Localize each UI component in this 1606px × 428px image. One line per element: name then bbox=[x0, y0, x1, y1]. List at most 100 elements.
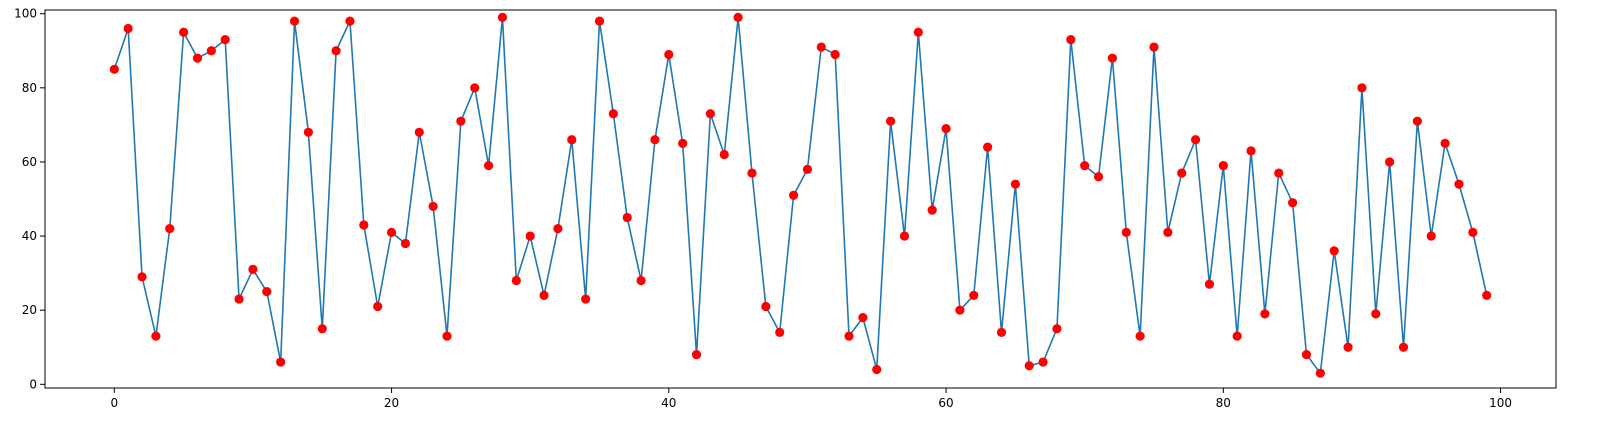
data-point bbox=[553, 224, 563, 234]
y-tick-label: 40 bbox=[22, 229, 37, 243]
data-point bbox=[1274, 168, 1284, 178]
data-point bbox=[456, 116, 466, 126]
data-point bbox=[484, 161, 494, 171]
data-point bbox=[1398, 342, 1409, 352]
data-point bbox=[594, 16, 605, 26]
data-point bbox=[1190, 135, 1201, 145]
data-point bbox=[1107, 53, 1117, 63]
data-point bbox=[1218, 161, 1228, 171]
data-point bbox=[345, 16, 355, 26]
data-point bbox=[206, 46, 216, 56]
data-point bbox=[969, 290, 979, 300]
axes-frame bbox=[44, 9, 1557, 389]
data-point bbox=[983, 142, 993, 152]
data-point bbox=[1357, 83, 1367, 93]
data-point bbox=[262, 287, 272, 297]
data-point bbox=[1080, 161, 1090, 171]
data-point bbox=[1204, 279, 1215, 289]
data-point bbox=[1010, 179, 1020, 189]
data-point bbox=[581, 294, 591, 304]
data-point bbox=[511, 275, 521, 286]
y-tick-label: 60 bbox=[22, 155, 37, 169]
data-point bbox=[844, 331, 854, 341]
data-point bbox=[151, 331, 161, 341]
data-point bbox=[317, 324, 327, 334]
data-point bbox=[1412, 116, 1422, 126]
data-point bbox=[886, 116, 896, 126]
data-point bbox=[761, 301, 771, 312]
y-tick-label: 20 bbox=[22, 303, 37, 317]
data-point bbox=[373, 301, 383, 312]
data-point bbox=[996, 327, 1007, 338]
data-point bbox=[1246, 146, 1256, 156]
data-point bbox=[1343, 342, 1353, 352]
data-point bbox=[733, 12, 743, 23]
data-point bbox=[470, 83, 480, 93]
y-tick-label: 0 bbox=[29, 377, 37, 391]
data-point bbox=[747, 168, 757, 178]
data-point bbox=[525, 231, 535, 241]
data-point bbox=[331, 46, 341, 56]
data-point bbox=[539, 290, 549, 300]
data-point bbox=[664, 49, 674, 60]
data-point bbox=[830, 49, 840, 60]
data-point bbox=[1135, 331, 1145, 341]
data-point bbox=[400, 238, 411, 249]
data-point bbox=[276, 357, 286, 367]
data-point bbox=[788, 190, 799, 200]
data-point bbox=[1385, 157, 1395, 167]
data-point bbox=[1371, 309, 1381, 319]
data-point bbox=[1329, 246, 1339, 256]
data-point bbox=[289, 16, 300, 26]
data-point bbox=[678, 138, 688, 149]
data-point bbox=[802, 164, 813, 174]
data-point bbox=[1038, 357, 1048, 367]
x-tick-label: 60 bbox=[938, 396, 953, 410]
data-point bbox=[179, 27, 189, 37]
y-tick-label: 80 bbox=[22, 81, 37, 95]
axes: 0 20 40 60 80 100 0 20 40 60 80 100 bbox=[14, 7, 1557, 410]
data-point bbox=[775, 327, 785, 338]
data-point bbox=[1468, 227, 1478, 237]
data-point bbox=[1454, 179, 1464, 189]
data-point bbox=[1121, 227, 1131, 237]
data-point bbox=[941, 123, 951, 134]
data-point bbox=[955, 305, 965, 315]
data-point bbox=[248, 264, 258, 275]
x-tick-label: 40 bbox=[661, 396, 676, 410]
data-point bbox=[927, 205, 937, 215]
data-point bbox=[1301, 350, 1312, 360]
plot-area bbox=[109, 12, 1492, 378]
data-point bbox=[1288, 198, 1298, 208]
data-point bbox=[1260, 309, 1270, 319]
data-point bbox=[1052, 324, 1062, 334]
data-point bbox=[497, 12, 508, 23]
data-point bbox=[303, 127, 313, 137]
data-point bbox=[899, 231, 910, 241]
data-point bbox=[123, 23, 133, 34]
data-point bbox=[872, 364, 882, 375]
data-point bbox=[636, 275, 646, 286]
data-point bbox=[137, 272, 147, 282]
data-point bbox=[1093, 172, 1104, 182]
data-point bbox=[428, 201, 438, 212]
data-point bbox=[705, 109, 715, 119]
series-line bbox=[113, 16, 1488, 374]
data-point bbox=[386, 227, 397, 237]
data-point bbox=[1232, 331, 1242, 341]
data-point bbox=[442, 331, 452, 341]
data-point bbox=[1024, 361, 1034, 371]
x-tick-label: 20 bbox=[384, 396, 399, 410]
data-point bbox=[1066, 35, 1076, 45]
data-point bbox=[220, 35, 230, 45]
data-point bbox=[650, 135, 660, 145]
x-tick-label: 80 bbox=[1216, 396, 1231, 410]
data-point bbox=[719, 149, 729, 160]
data-point bbox=[192, 53, 203, 63]
y-tick-label: 100 bbox=[14, 7, 37, 21]
data-point bbox=[608, 109, 618, 119]
data-point bbox=[1426, 231, 1436, 241]
x-tick-label: 0 bbox=[110, 396, 118, 410]
data-point bbox=[234, 294, 244, 304]
